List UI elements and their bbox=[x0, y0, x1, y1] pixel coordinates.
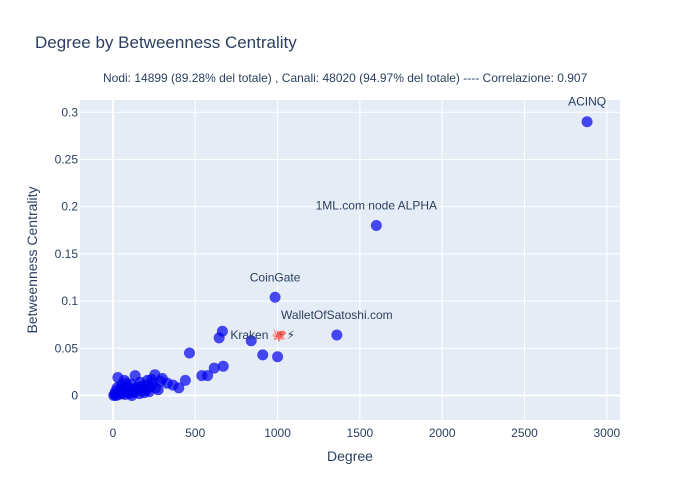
point-label: 1ML.com node ALPHA bbox=[316, 199, 437, 213]
data-point[interactable] bbox=[183, 347, 195, 359]
data-point[interactable] bbox=[370, 220, 382, 232]
data-point[interactable] bbox=[581, 116, 593, 128]
y-axis-label: Betweenness Centrality bbox=[24, 186, 40, 333]
x-tick-labels: 0 500 1000 1500 2000 2500 3000 bbox=[110, 426, 621, 440]
data-point[interactable] bbox=[179, 374, 191, 386]
x-tick-label: 1000 bbox=[264, 426, 291, 440]
y-tick-label: 0.1 bbox=[61, 294, 78, 308]
y-tick-label: 0.15 bbox=[55, 247, 79, 261]
y-tick-labels: 0 0.05 0.1 0.15 0.2 0.25 0.3 bbox=[55, 105, 79, 402]
x-tick-label: 500 bbox=[185, 426, 205, 440]
data-point[interactable] bbox=[126, 389, 138, 401]
x-tick-label: 3000 bbox=[593, 426, 620, 440]
data-point[interactable] bbox=[155, 375, 167, 387]
y-tick-label: 0.25 bbox=[55, 152, 79, 166]
data-point[interactable] bbox=[112, 372, 124, 384]
x-tick-label: 0 bbox=[110, 426, 117, 440]
x-axis-label: Degree bbox=[327, 448, 373, 464]
plot-area-background bbox=[80, 100, 620, 420]
point-label: ACINQ bbox=[568, 95, 606, 109]
chart-title: Degree by Betweenness Centrality bbox=[35, 33, 297, 52]
x-tick-label: 2000 bbox=[429, 426, 456, 440]
y-tick-label: 0.3 bbox=[61, 105, 78, 119]
y-tick-label: 0.2 bbox=[61, 200, 78, 214]
data-point[interactable] bbox=[245, 335, 257, 347]
data-point[interactable] bbox=[129, 370, 141, 382]
chart-subtitle: Nodi: 14899 (89.28% del totale) , Canali… bbox=[103, 71, 588, 85]
data-point[interactable] bbox=[208, 362, 220, 374]
data-point[interactable] bbox=[146, 373, 158, 385]
grid-lines bbox=[80, 100, 620, 420]
x-tick-label: 2500 bbox=[511, 426, 538, 440]
data-points bbox=[108, 116, 593, 401]
data-point[interactable] bbox=[269, 291, 281, 303]
data-point[interactable] bbox=[141, 384, 153, 396]
data-point[interactable] bbox=[257, 349, 269, 361]
data-point[interactable] bbox=[217, 360, 229, 372]
point-labels: ACINQ 1ML.com node ALPHA CoinGate WalletOfS… bbox=[230, 95, 606, 342]
data-point[interactable] bbox=[213, 332, 225, 344]
y-tick-label: 0 bbox=[71, 388, 78, 402]
data-point[interactable] bbox=[120, 377, 132, 389]
x-tick-label: 1500 bbox=[347, 426, 374, 440]
data-point[interactable] bbox=[196, 370, 208, 382]
point-label: CoinGate bbox=[250, 270, 301, 284]
data-point[interactable] bbox=[272, 351, 284, 363]
y-tick-label: 0.05 bbox=[55, 341, 79, 355]
data-point[interactable] bbox=[331, 329, 343, 341]
point-label: WalletOfSatoshi.com bbox=[281, 308, 393, 322]
point-label: Kraken 🐙⚡ bbox=[230, 328, 295, 342]
